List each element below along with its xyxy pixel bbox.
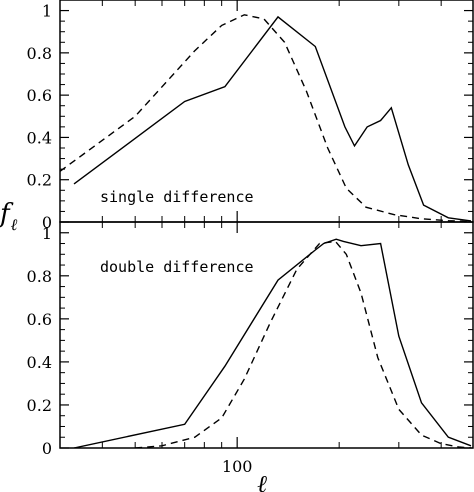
series-line-solid <box>73 15 472 222</box>
series-line-solid <box>73 238 472 448</box>
x-tick-label: 100 <box>222 457 253 476</box>
series-line-dashed <box>135 240 472 448</box>
y-tick-label: 0 <box>42 439 52 458</box>
series-line-dashed <box>60 14 472 222</box>
y-tick-label: 1 <box>42 2 52 21</box>
y-tick-label: 0.2 <box>27 396 52 415</box>
y-tick-label: 0.4 <box>27 128 52 147</box>
y-axis-label: fℓ <box>0 199 18 234</box>
y-tick-label: 1 <box>42 224 52 243</box>
y-tick-label: 0.4 <box>27 353 52 372</box>
y-tick-label: 0.8 <box>27 44 52 63</box>
panel-single-difference: 0 0.2 0.4 0.6 0.8 1 single difference <box>27 0 474 232</box>
y-tick-label: 0 <box>42 213 52 232</box>
y-tick-label: 0.6 <box>27 310 52 329</box>
y-tick-label: 0.6 <box>27 86 52 105</box>
x-axis-label: ℓ <box>257 470 267 492</box>
panel-annotation: single difference <box>100 188 254 206</box>
y-tick-label: 0.2 <box>27 171 52 190</box>
panel-frame <box>59 221 474 449</box>
y-tick-label: 0.8 <box>27 267 52 286</box>
panel-annotation: double difference <box>100 258 254 276</box>
y-axis-label-subscript: ℓ <box>11 215 18 234</box>
